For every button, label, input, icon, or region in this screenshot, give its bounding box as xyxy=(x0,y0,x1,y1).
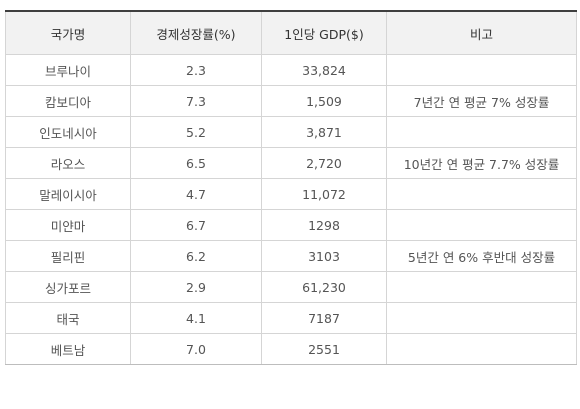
cell-note xyxy=(386,178,577,210)
cell-gdp-per-capita: 1298 xyxy=(261,209,387,241)
table-row: 베트남 7.0 2551 xyxy=(5,333,577,365)
table-header: 국가명 경제성장률(%) 1인당 GDP($) 비고 xyxy=(5,10,577,55)
cell-growth-rate: 2.9 xyxy=(130,271,262,303)
cell-note xyxy=(386,116,577,148)
cell-growth-rate: 7.3 xyxy=(130,85,262,117)
cell-note xyxy=(386,54,577,86)
cell-gdp-per-capita: 2551 xyxy=(261,333,387,365)
table-row: 필리핀 6.2 3103 5년간 연 6% 후반대 성장률 xyxy=(5,240,577,272)
header-note: 비고 xyxy=(386,10,577,55)
table-row: 브루나이 2.3 33,824 xyxy=(5,54,577,86)
cell-growth-rate: 2.3 xyxy=(130,54,262,86)
cell-growth-rate: 5.2 xyxy=(130,116,262,148)
cell-gdp-per-capita: 3103 xyxy=(261,240,387,272)
cell-gdp-per-capita: 3,871 xyxy=(261,116,387,148)
table-row: 라오스 6.5 2,720 10년간 연 평균 7.7% 성장률 xyxy=(5,147,577,179)
cell-country: 브루나이 xyxy=(5,54,131,86)
cell-country: 말레이시아 xyxy=(5,178,131,210)
table-row: 태국 4.1 7187 xyxy=(5,302,577,334)
cell-gdp-per-capita: 33,824 xyxy=(261,54,387,86)
cell-country: 미얀마 xyxy=(5,209,131,241)
cell-note xyxy=(386,271,577,303)
cell-growth-rate: 6.2 xyxy=(130,240,262,272)
cell-country: 인도네시아 xyxy=(5,116,131,148)
cell-gdp-per-capita: 11,072 xyxy=(261,178,387,210)
table-row: 인도네시아 5.2 3,871 xyxy=(5,116,577,148)
cell-country: 라오스 xyxy=(5,147,131,179)
cell-note: 5년간 연 6% 후반대 성장률 xyxy=(386,240,577,272)
header-country: 국가명 xyxy=(5,10,131,55)
table-body: 브루나이 2.3 33,824 캄보디아 7.3 1,509 7년간 연 평균 … xyxy=(5,54,577,365)
cell-growth-rate: 7.0 xyxy=(130,333,262,365)
header-gdp-per-capita: 1인당 GDP($) xyxy=(261,10,387,55)
cell-country: 싱가포르 xyxy=(5,271,131,303)
cell-gdp-per-capita: 7187 xyxy=(261,302,387,334)
header-growth-rate: 경제성장률(%) xyxy=(130,10,262,55)
cell-growth-rate: 4.7 xyxy=(130,178,262,210)
cell-country: 베트남 xyxy=(5,333,131,365)
table-row: 캄보디아 7.3 1,509 7년간 연 평균 7% 성장률 xyxy=(5,85,577,117)
table-container: 국가명 경제성장률(%) 1인당 GDP($) 비고 브루나이 2.3 33,8… xyxy=(5,10,577,365)
cell-note: 10년간 연 평균 7.7% 성장률 xyxy=(386,147,577,179)
cell-growth-rate: 6.5 xyxy=(130,147,262,179)
cell-growth-rate: 6.7 xyxy=(130,209,262,241)
table-row: 싱가포르 2.9 61,230 xyxy=(5,271,577,303)
table-row: 말레이시아 4.7 11,072 xyxy=(5,178,577,210)
cell-gdp-per-capita: 2,720 xyxy=(261,147,387,179)
cell-gdp-per-capita: 1,509 xyxy=(261,85,387,117)
cell-country: 필리핀 xyxy=(5,240,131,272)
cell-gdp-per-capita: 61,230 xyxy=(261,271,387,303)
header-row: 국가명 경제성장률(%) 1인당 GDP($) 비고 xyxy=(5,10,577,55)
table-row: 미얀마 6.7 1298 xyxy=(5,209,577,241)
cell-note xyxy=(386,209,577,241)
cell-country: 태국 xyxy=(5,302,131,334)
cell-note: 7년간 연 평균 7% 성장률 xyxy=(386,85,577,117)
cell-country: 캄보디아 xyxy=(5,85,131,117)
cell-growth-rate: 4.1 xyxy=(130,302,262,334)
country-economy-table: 국가명 경제성장률(%) 1인당 GDP($) 비고 브루나이 2.3 33,8… xyxy=(5,10,577,365)
cell-note xyxy=(386,333,577,365)
cell-note xyxy=(386,302,577,334)
